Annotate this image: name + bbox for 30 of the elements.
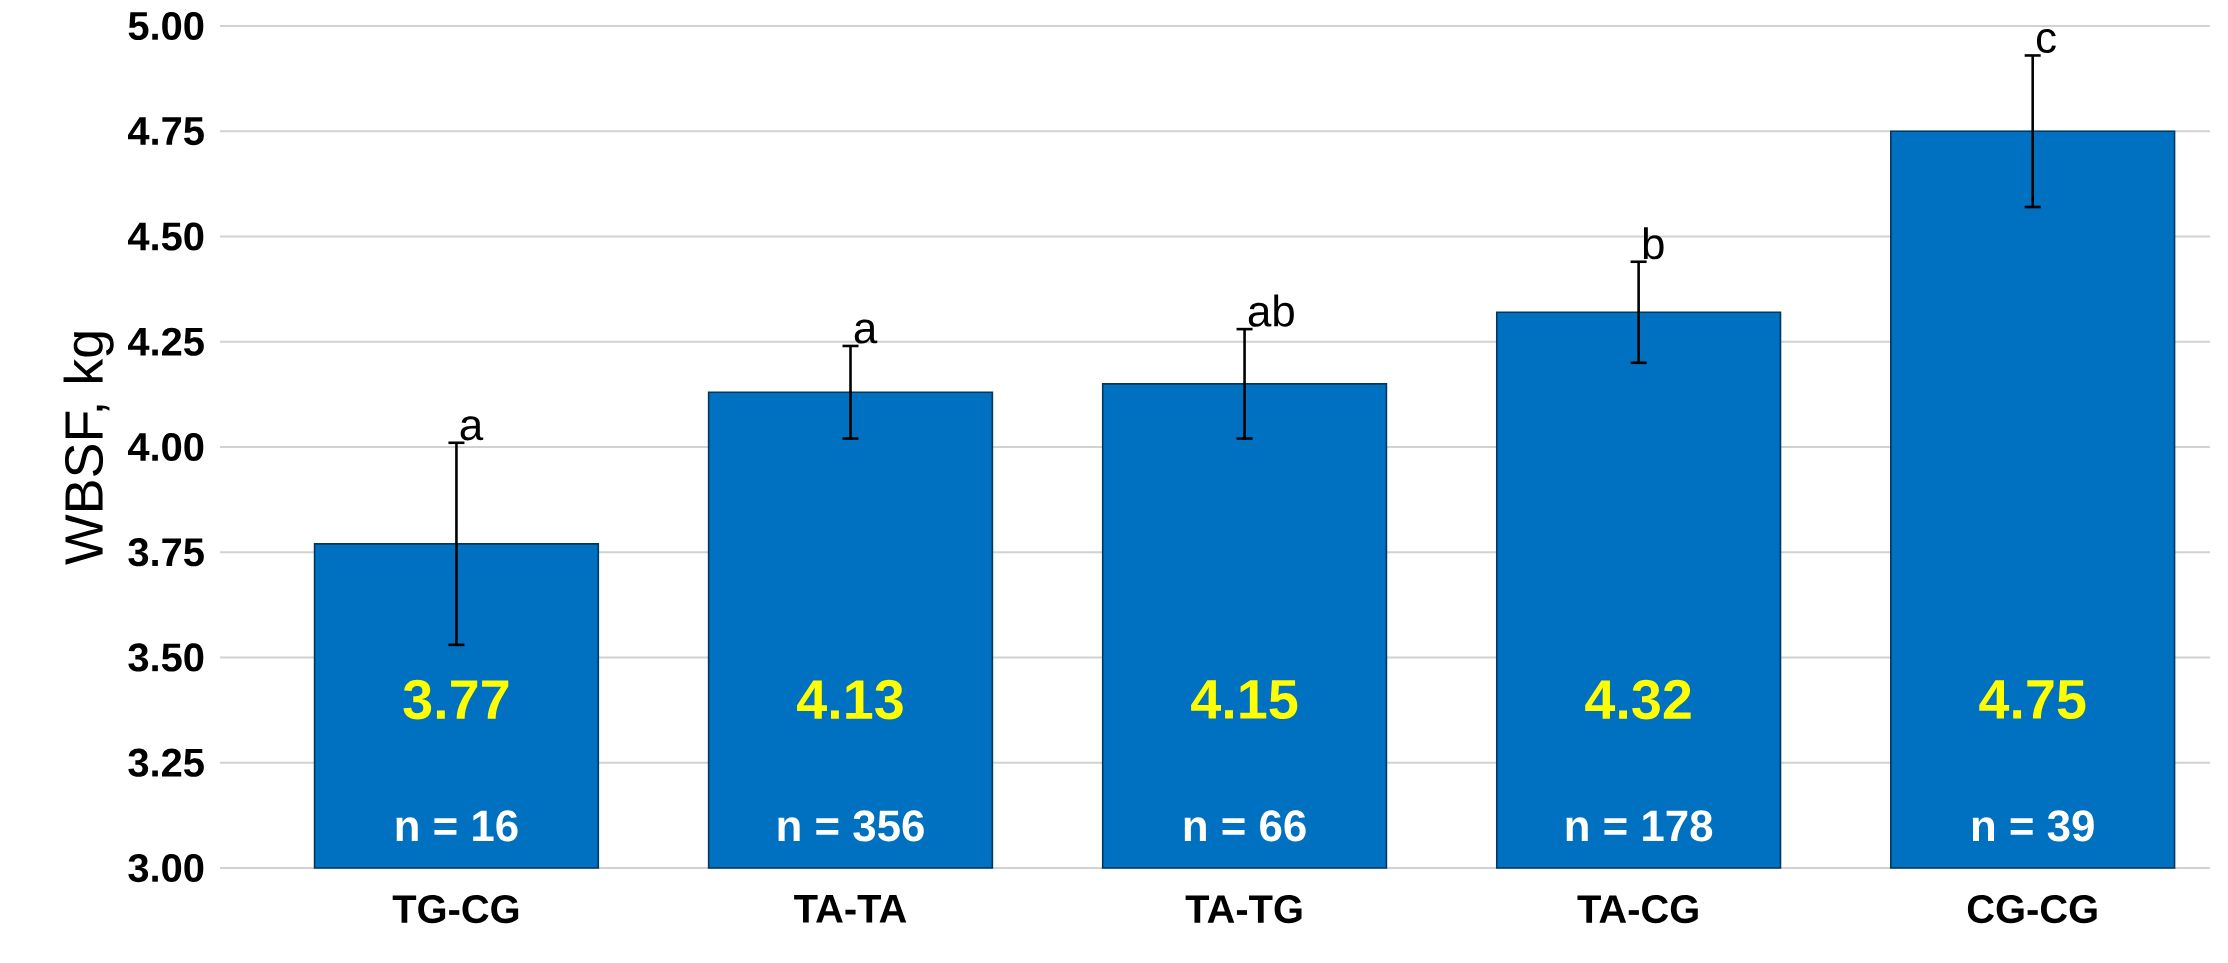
data-label: 4.75 [1979, 680, 2086, 720]
x-tick-label: TG-CG [392, 895, 519, 924]
annotation: n = 16 [396, 810, 518, 842]
y-tick-label: 3.00 [128, 853, 204, 883]
y-tick-label: 4.75 [127, 117, 204, 146]
annotation: n = 356 [778, 810, 924, 842]
y-tick-label: 3.75 [128, 538, 204, 567]
y-tick-label: 4.25 [127, 327, 204, 356]
x-tick-label: TA-TG [1185, 895, 1302, 924]
x-tick-label: TA-CG [1577, 895, 1698, 924]
annotation: n = 178 [1566, 810, 1713, 842]
y-tick-label: 3.25 [128, 748, 204, 777]
annotation: c [2036, 29, 2056, 54]
data-label: 4.13 [797, 679, 903, 720]
data-label: 3.77 [403, 679, 509, 720]
annotation: n = 66 [1184, 810, 1306, 842]
y-tick-label: 4.50 [127, 222, 204, 251]
y-axis-title: WBSF, kg [63, 332, 114, 565]
y-tick-label: 4.00 [127, 432, 204, 462]
x-tick-label: CG-CG [1967, 895, 2097, 924]
annotation: b [1643, 227, 1664, 260]
annotation: ab [1248, 294, 1294, 327]
annotation: n = 39 [1972, 810, 2094, 842]
data-label: 4.15 [1191, 680, 1298, 720]
data-label: 4.32 [1585, 679, 1691, 720]
annotation: a [854, 319, 878, 344]
annotation: a [460, 416, 484, 441]
y-tick-label: 5.00 [128, 11, 204, 41]
y-tick-label: 3.50 [128, 643, 204, 672]
x-tick-label: TA-TA [794, 895, 907, 923]
